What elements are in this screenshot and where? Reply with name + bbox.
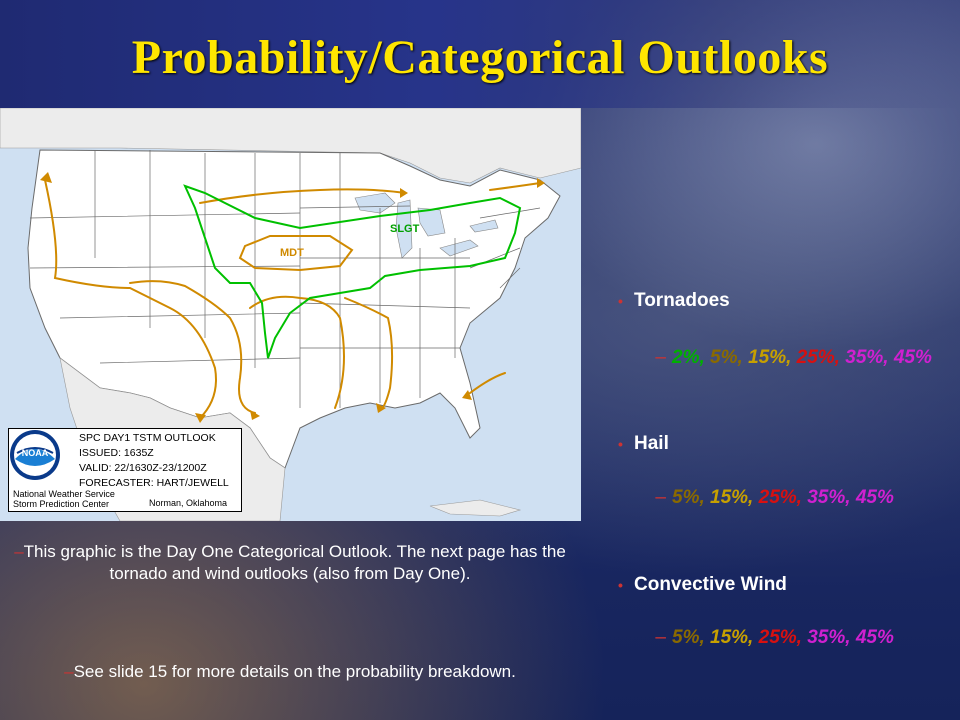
probability-value: 15%,	[748, 347, 792, 368]
caption-dash: –	[64, 662, 74, 681]
convective-wind-values: –5%, 15%, 25%, 35%, 45%	[618, 626, 942, 650]
probability-value: 5%,	[672, 487, 705, 508]
noaa-logo-text: NOAA	[22, 448, 49, 458]
hail-values: –5%, 15%, 25%, 35%, 45%	[618, 486, 942, 510]
tornado-values: –2%, 5%, 15%, 25%, 35%, 45%	[618, 346, 942, 370]
bullet-hail: • Hail	[618, 433, 669, 455]
bullet-dot-icon: •	[618, 576, 623, 593]
probability-value: 45%	[855, 487, 894, 508]
slide-title: Probability/Categorical Outlooks	[131, 31, 829, 84]
bullet-label: Hail	[634, 433, 669, 454]
probability-value: 35%,	[845, 347, 889, 368]
caption-text-2: See slide 15 for more details on the pro…	[73, 662, 516, 681]
legend-forecaster: FORECASTER: HART/JEWELL	[79, 477, 229, 489]
caption-paragraph-2: –See slide 15 for more details on the pr…	[10, 661, 570, 683]
mdt-label: MDT	[280, 247, 304, 259]
probability-value: 35%,	[807, 487, 851, 508]
legend-valid: VALID: 22/1630Z-23/1200Z	[79, 462, 207, 474]
outlook-map: MDT SLGT NOAA SPC DAY1 TSTM OUTLOOK ISSU…	[0, 108, 581, 521]
outlook-legend-box: NOAA SPC DAY1 TSTM OUTLOOK ISSUED: 1635Z…	[8, 428, 242, 512]
legend-issued: ISSUED: 1635Z	[79, 447, 154, 459]
probability-value: 5%,	[672, 627, 705, 648]
legend-org-nws: National Weather Service	[13, 489, 115, 499]
probability-value: 2%,	[672, 347, 705, 368]
slgt-label: SLGT	[390, 223, 420, 235]
sub-bullet-dash: –	[655, 487, 666, 508]
legend-org-spc: Storm Prediction Center	[13, 499, 110, 509]
title-bar	[0, 0, 960, 108]
probability-value: 5%,	[710, 347, 743, 368]
sub-bullet-dash: –	[655, 627, 666, 648]
probability-value: 45%	[893, 347, 932, 368]
bullet-convective-wind: • Convective Wind	[618, 574, 787, 596]
caption-paragraph-1: –This graphic is the Day One Categorical…	[10, 541, 570, 585]
bullet-dot-icon: •	[618, 292, 623, 309]
sub-bullet-dash: –	[655, 347, 666, 368]
legend-outlook-title: SPC DAY1 TSTM OUTLOOK	[79, 432, 216, 444]
bullet-label: Convective Wind	[634, 574, 787, 595]
probability-value: 25%,	[758, 627, 802, 648]
noaa-logo-icon: NOAA	[10, 430, 60, 480]
caption-text-1: This graphic is the Day One Categorical …	[23, 542, 566, 583]
probability-value: 25%,	[796, 347, 840, 368]
probability-value: 45%	[855, 627, 894, 648]
probability-value: 35%,	[807, 627, 851, 648]
bullet-label: Tornadoes	[634, 290, 730, 311]
bullet-tornadoes: • Tornadoes	[618, 290, 730, 312]
probability-value: 15%,	[710, 487, 754, 508]
bullet-dot-icon: •	[618, 435, 623, 452]
probability-value: 25%,	[758, 487, 802, 508]
legend-city: Norman, Oklahoma	[149, 498, 228, 508]
probability-value: 15%,	[710, 627, 754, 648]
caption-dash: –	[14, 542, 24, 561]
